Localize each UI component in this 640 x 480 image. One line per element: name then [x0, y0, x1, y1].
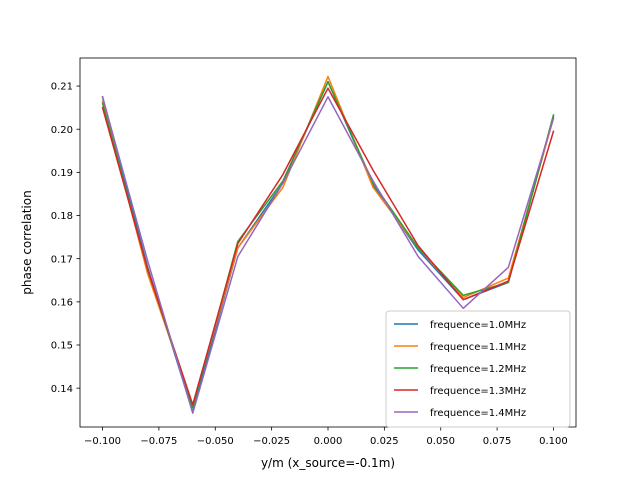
y-tick-label: 0.14	[51, 384, 73, 395]
x-tick-label: 0.025	[370, 436, 399, 447]
x-tick-label: 0.050	[426, 436, 455, 447]
legend-entry-label: frequence=1.0MHz	[430, 320, 526, 331]
x-axis-label: y/m (x_source=-0.1m)	[261, 456, 395, 470]
x-tick-label: 0.075	[483, 436, 512, 447]
series-lines	[101, 75, 555, 414]
series-line-5	[101, 95, 555, 414]
x-tick-label: −0.075	[140, 436, 177, 447]
x-tick-label: −0.025	[253, 436, 290, 447]
x-tick-label: 0.000	[314, 436, 343, 447]
x-tick-label: 0.100	[539, 436, 568, 447]
series-line-4	[101, 87, 555, 406]
x-tick-label: −0.100	[84, 436, 121, 447]
y-tick-label: 0.20	[51, 125, 73, 136]
y-tick-label: 0.16	[51, 297, 73, 308]
x-axis-ticks: −0.100 −0.075 −0.050 −0.025 0.000 0.025 0.050 0…	[84, 427, 568, 447]
y-tick-label: 0.19	[51, 168, 73, 179]
y-tick-label: 0.18	[51, 211, 73, 222]
y-axis-ticks: 0.14 0.15 0.16 0.17 0.18 0.19 0.20 0.21	[51, 82, 80, 395]
legend-entry-label: frequence=1.4MHz	[430, 408, 526, 419]
y-axis-label: phase correlation	[20, 190, 34, 294]
x-tick-label: −0.050	[197, 436, 234, 447]
legend-box	[385, 310, 571, 428]
plot-frame	[79, 57, 577, 428]
legend: frequence=1.0MHz frequence=1.1MHz frequenc…	[385, 310, 571, 428]
y-tick-label: 0.15	[51, 341, 73, 352]
y-tick-label: 0.17	[51, 254, 73, 265]
legend-entry-label: frequence=1.2MHz	[430, 364, 526, 375]
legend-entry-label: frequence=1.1MHz	[430, 342, 526, 353]
y-tick-label: 0.21	[51, 82, 73, 93]
legend-entry-label: frequence=1.3MHz	[430, 386, 526, 397]
